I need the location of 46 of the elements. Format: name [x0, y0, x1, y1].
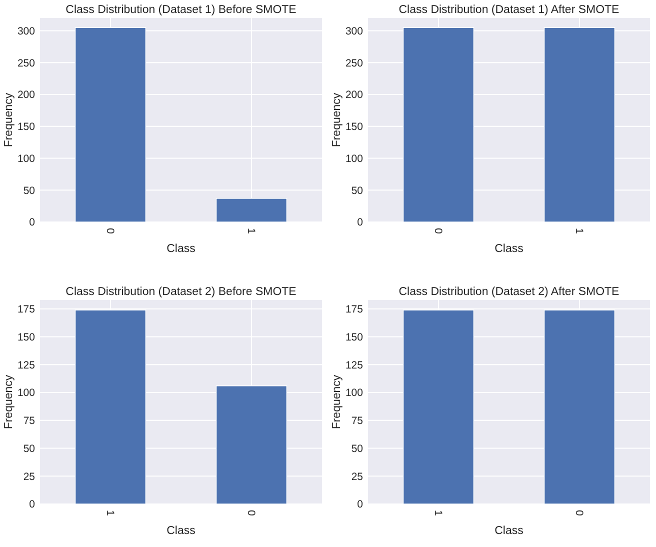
x-axis-title: Class [166, 525, 196, 537]
y-tick-label: 125 [17, 359, 36, 372]
y-tick-label: 75 [23, 415, 36, 428]
x-tick-label: 1 [432, 510, 444, 516]
y-axis-title: Frequency [331, 374, 343, 430]
y-tick-label: 150 [345, 121, 364, 134]
y-tick-label: 200 [345, 89, 364, 102]
y-tick-label: 175 [345, 304, 364, 316]
chart-title: Class Distribution (Dataset 2) After SMOTE [398, 286, 620, 298]
y-tick-label: 100 [17, 387, 36, 400]
y-tick-label: 75 [351, 415, 364, 428]
y-tick-label: 25 [23, 470, 36, 483]
y-tick-label: 100 [17, 152, 36, 165]
y-tick-label: 300 [345, 25, 364, 38]
x-tick-label: 0 [244, 510, 257, 516]
chart-title: Class Distribution (Dataset 1) After SMOTE [398, 4, 620, 16]
y-axis-title: Frequency [3, 374, 15, 430]
x-tick-label: 1 [572, 228, 585, 234]
x-axis-title: Class [494, 243, 524, 255]
y-tick-label: 100 [345, 387, 364, 400]
y-tick-label: 150 [17, 121, 36, 134]
x-tick-label: 0 [104, 228, 116, 234]
y-tick-label: 250 [345, 57, 364, 70]
x-tick-label: 0 [432, 228, 444, 234]
y-axis-title: Frequency [331, 92, 343, 148]
x-axis-title: Class [494, 525, 524, 537]
y-tick-label: 250 [17, 57, 36, 70]
y-axis-title: Frequency [3, 92, 15, 148]
y-tick-label: 50 [23, 184, 36, 197]
x-tick-label: 0 [572, 510, 585, 516]
y-tick-label: 175 [17, 304, 36, 316]
y-tick-label: 100 [345, 152, 364, 165]
y-tick-label: 25 [351, 470, 364, 483]
y-tick-label: 50 [351, 184, 364, 197]
y-tick-label: 50 [351, 442, 364, 455]
y-tick-label: 50 [23, 442, 36, 455]
y-tick-label: 125 [345, 359, 364, 372]
y-tick-label: 150 [345, 331, 364, 344]
x-axis-title: Class [166, 243, 196, 255]
x-tick-label: 1 [104, 510, 116, 516]
chart-title: Class Distribution (Dataset 1) Before SMOTE [66, 4, 297, 16]
y-tick-label: 300 [17, 25, 36, 38]
chart-title: Class Distribution (Dataset 2) Before SMOTE [66, 286, 297, 298]
y-tick-label: 200 [17, 89, 36, 102]
x-tick-label: 1 [244, 228, 257, 234]
y-tick-label: 150 [17, 331, 36, 344]
